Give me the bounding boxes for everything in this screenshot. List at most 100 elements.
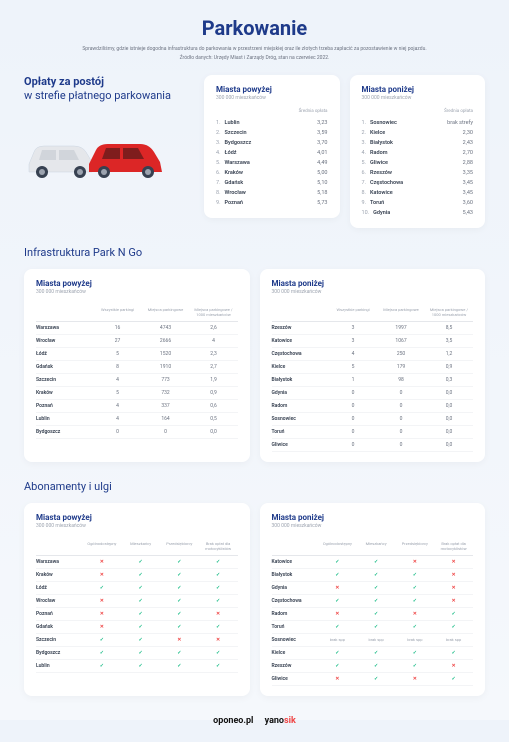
table-row: Bydgoszcz✓✓✓✓ <box>36 647 238 660</box>
table-row: Toruń✓✓✓✓ <box>272 621 474 634</box>
infra-title: Infrastruktura Park N Go <box>24 246 485 259</box>
table-row: Toruń000,0 <box>272 426 474 439</box>
oponeo-logo: oponeo.pl <box>213 716 253 726</box>
table-row: Poznań✕✓✓✕ <box>36 608 238 621</box>
table-row: Katowice310673,5 <box>272 335 474 348</box>
main-title: Parkowanie <box>24 16 485 40</box>
infra-section: Miasta powyżej 300 000 mieszkańców Wszys… <box>24 269 485 462</box>
card-title: Miasta powyżej <box>216 85 328 94</box>
table-row: Częstochowa✓✓✓✕ <box>272 595 474 608</box>
table-row: Gdynia✕✓✓✕ <box>272 582 474 595</box>
card-title: Miasta powyżej <box>36 279 238 288</box>
fee-row: 6.Kraków5,00 <box>216 168 328 178</box>
fees-over-list: 1.Lublin3,232.Szczecin3,593.Bydgoszcz3,7… <box>216 118 328 208</box>
table-head: Wszystkie parkingiMiejsca parkingoweMiej… <box>36 303 238 322</box>
disc-section: Miasta powyżej 300 000 mieszkańców Ogóln… <box>24 503 485 696</box>
table-row: Kraków✕✓✓✓ <box>36 569 238 582</box>
table-row: Gdynia000,0 <box>272 387 474 400</box>
source: Źródło danych: Urzędy Miast i Zarządy Dr… <box>24 55 485 61</box>
card-title: Miasta poniżej <box>272 279 474 288</box>
fees-heading-2: w strefie płatnego parkowania <box>24 89 194 103</box>
card-title: Miasta poniżej <box>272 513 474 522</box>
table-row: Gdańsk819102,7 <box>36 361 238 374</box>
fee-row: 8.Wrocław5,18 <box>216 188 328 198</box>
infra-over-card: Miasta powyżej 300 000 mieszkańców Wszys… <box>24 269 250 462</box>
table-row: Gliwice000,0 <box>272 439 474 452</box>
fees-under-list: 1.Sosnowiecbrak strefy2.Kielce2,303.Biał… <box>362 118 474 218</box>
fee-column-head: Średnia opłata <box>216 109 328 114</box>
table-row: Gdańsk✕✓✓✓ <box>36 621 238 634</box>
infra-over-table: Wszystkie parkingiMiejsca parkingoweMiej… <box>36 303 238 439</box>
table-row: Kielce✓✓✓✓ <box>272 647 474 660</box>
table-row: Częstochowa42501,2 <box>272 348 474 361</box>
fees-over-card: Miasta powyżej 300 000 mieszkańców Średn… <box>204 75 340 218</box>
fee-column-head: Średnia opłata <box>362 109 474 114</box>
table-row: Lublin41640,5 <box>36 413 238 426</box>
table-row: Łódź515202,3 <box>36 348 238 361</box>
footer: oponeo.pl yanosik <box>24 710 485 726</box>
table-row: Katowice✓✓✕✕ <box>272 556 474 569</box>
card-sub: 300 000 mieszkańców <box>272 523 474 529</box>
table-head: Wszystkie parkingiMiejsca parkingoweMiej… <box>272 303 474 322</box>
table-head: OgólnodostępnyMieszkańcyPrzedsiębiorcyBr… <box>36 537 238 556</box>
table-row: Kraków57320,9 <box>36 387 238 400</box>
fee-row: 4.Łódź4,01 <box>216 148 328 158</box>
fee-row: 2.Kielce2,30 <box>362 128 474 138</box>
fees-heading-1: Opłaty za postój <box>24 75 194 89</box>
disc-over-table: OgólnodostępnyMieszkańcyPrzedsiębiorcyBr… <box>36 537 238 673</box>
fee-row: 3.Bydgoszcz3,70 <box>216 138 328 148</box>
fee-row: 9.Toruń3,60 <box>362 198 474 208</box>
table-row: Szczecin47731,9 <box>36 374 238 387</box>
card-title: Miasta poniżej <box>362 85 474 94</box>
fees-heading-block: Opłaty za postój w strefie płatnego park… <box>24 75 194 184</box>
disc-under-card: Miasta poniżej 300 000 mieszkańców Ogóln… <box>260 503 486 696</box>
fee-row: 4.Radom2,70 <box>362 148 474 158</box>
table-head: OgólnodostępnyMieszkańcyPrzedsiębiorcyBr… <box>272 537 474 556</box>
table-row: Łódź✓✓✓✓ <box>36 582 238 595</box>
table-row: Rzeszów319978,5 <box>272 322 474 335</box>
fee-row: 9.Poznań5,73 <box>216 198 328 208</box>
table-row: Wrocław2726664 <box>36 335 238 348</box>
table-row: Gliwice✕✓✕✓ <box>272 673 474 686</box>
table-row: Kielce51790,9 <box>272 361 474 374</box>
table-row: Szczecin✓✓✕✕ <box>36 634 238 647</box>
fees-section: Opłaty za postój w strefie płatnego park… <box>24 75 485 228</box>
fee-row: 3.Białystok2,43 <box>362 138 474 148</box>
disc-over-card: Miasta powyżej 300 000 mieszkańców Ogóln… <box>24 503 250 696</box>
fee-row: 5.Warszawa4,49 <box>216 158 328 168</box>
table-row: Warszawa✕✓✓✓ <box>36 556 238 569</box>
card-sub: 300 000 mieszkańców <box>216 95 328 101</box>
fees-under-card: Miasta poniżej 300 000 mieszkańców Średn… <box>350 75 486 228</box>
fee-row: 7.Gdańsk5,10 <box>216 178 328 188</box>
table-row: Rzeszów✓✓✓✕ <box>272 660 474 673</box>
card-sub: 300 000 mieszkańców <box>36 289 238 295</box>
fee-row: 6.Rzeszów3,35 <box>362 168 474 178</box>
fee-row: 5.Gliwice2,88 <box>362 158 474 168</box>
subtitle: Sprawdziliśmy, gdzie istnieje dogodna in… <box>24 46 485 53</box>
card-sub: 300 000 mieszkańców <box>36 523 238 529</box>
disc-title: Abonamenty i ulgi <box>24 480 485 493</box>
disc-under-table: OgólnodostępnyMieszkańcyPrzedsiębiorcyBr… <box>272 537 474 686</box>
fee-row: 8.Katowice3,45 <box>362 188 474 198</box>
table-row: Warszawa1647432,6 <box>36 322 238 335</box>
card-sub: 300 000 mieszkańców <box>362 95 474 101</box>
infra-under-table: Wszystkie parkingiMiejsca parkingoweMiej… <box>272 303 474 452</box>
infra-under-card: Miasta poniżej 300 000 mieszkańców Wszys… <box>260 269 486 462</box>
table-row: Wrocław✕✓✓✓ <box>36 595 238 608</box>
table-row: Radom✕✓✕✓ <box>272 608 474 621</box>
table-row: Białystok1980,3 <box>272 374 474 387</box>
table-row: Białystok✓✓✓✕ <box>272 569 474 582</box>
car-illustration <box>24 124 194 184</box>
table-row: Radom000,0 <box>272 400 474 413</box>
table-row: Poznań43370,6 <box>36 400 238 413</box>
table-row: Bydgoszcz000,0 <box>36 426 238 439</box>
fee-row: 1.Lublin3,23 <box>216 118 328 128</box>
table-row: Sosnowiecbrak sppbrak sppbrak sppbrak sp… <box>272 634 474 647</box>
table-row: Sosnowiec000,0 <box>272 413 474 426</box>
fee-row: 10.Gdynia5,43 <box>362 208 474 218</box>
table-row: Lublin✓✓✓✓ <box>36 660 238 673</box>
card-sub: 300 000 mieszkańców <box>272 289 474 295</box>
fee-row: 1.Sosnowiecbrak strefy <box>362 118 474 128</box>
yanosik-logo: yanosik <box>265 716 296 726</box>
fee-row: 7.Częstochowa3,45 <box>362 178 474 188</box>
